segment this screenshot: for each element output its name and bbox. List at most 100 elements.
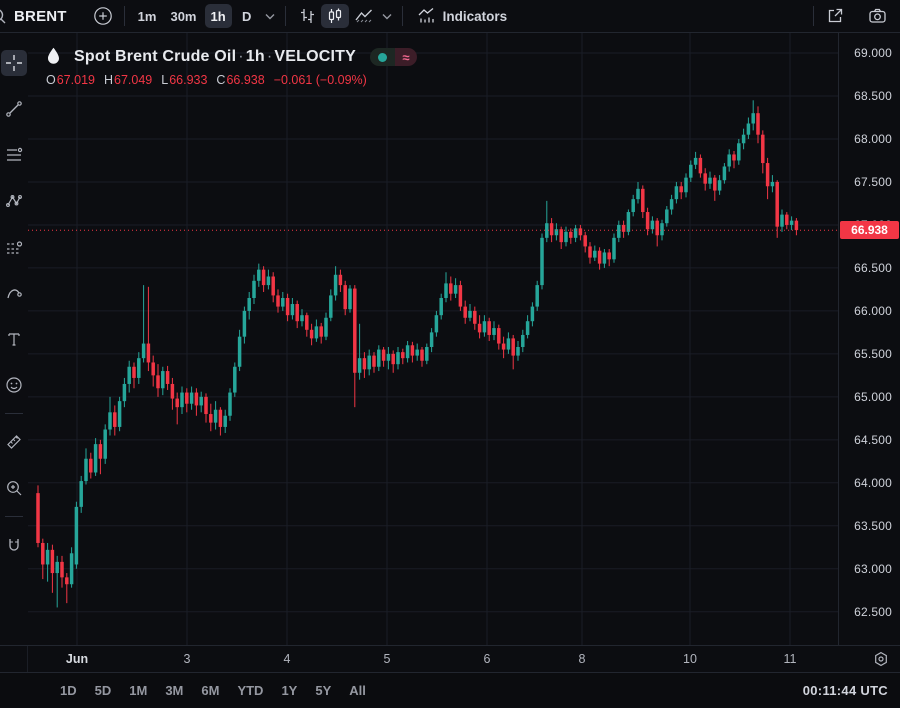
- interval-1h-button[interactable]: 1h: [205, 4, 232, 28]
- text-tool-button[interactable]: [1, 316, 27, 362]
- interval-group: 1m 30m 1h D: [132, 4, 278, 28]
- range-5y-button[interactable]: 5Y: [308, 680, 338, 701]
- candle: [622, 221, 626, 238]
- candle: [406, 341, 410, 362]
- indicators-icon: [416, 6, 436, 26]
- time-tick-label: 8: [560, 652, 604, 666]
- range-3m-button[interactable]: 3M: [158, 680, 190, 701]
- candle: [271, 272, 275, 302]
- range-6m-button[interactable]: 6M: [194, 680, 226, 701]
- toolbar-divider: [285, 6, 286, 26]
- candle: [540, 234, 544, 290]
- candle: [636, 182, 640, 203]
- candle: [665, 206, 669, 227]
- trend-line-tool-button[interactable]: [1, 86, 27, 132]
- candle: [94, 438, 98, 476]
- price-axis[interactable]: 66.938 69.00068.50068.00067.50067.00066.…: [838, 33, 900, 645]
- market-status-pill[interactable]: ≈: [370, 48, 417, 66]
- indicators-label: Indicators: [443, 9, 508, 24]
- trend-line-tool-icon: [5, 100, 23, 118]
- sidebar-divider: [5, 516, 23, 517]
- interval-d-button[interactable]: D: [234, 4, 260, 28]
- candle: [775, 180, 779, 238]
- candle: [487, 318, 491, 341]
- time-axis[interactable]: Jun345681011: [28, 646, 838, 672]
- price-tick-label: 62.500: [854, 605, 892, 619]
- emoji-tool-icon: [5, 376, 23, 394]
- candles-chart-type-button[interactable]: [321, 4, 349, 28]
- candle: [363, 352, 367, 378]
- price-tick-label: 66.500: [854, 261, 892, 275]
- search-icon[interactable]: [0, 7, 10, 25]
- emoji-tool-button[interactable]: [1, 362, 27, 408]
- time-tick-label: 4: [265, 652, 309, 666]
- candle: [113, 405, 117, 435]
- candle: [607, 249, 611, 266]
- candle: [435, 311, 439, 337]
- area-chart-type-icon: [353, 6, 375, 26]
- candle: [502, 337, 506, 358]
- candle: [151, 356, 155, 387]
- fib-retracement-tool-button[interactable]: [1, 132, 27, 178]
- bars-chart-type-icon: [297, 6, 317, 26]
- drawing-tools-sidebar: [0, 33, 28, 645]
- area-chart-type-button[interactable]: [349, 4, 379, 28]
- range-1m-button[interactable]: 1M: [122, 680, 154, 701]
- indicators-button[interactable]: Indicators: [410, 4, 514, 28]
- magnet-tool-button[interactable]: [1, 522, 27, 568]
- compare-add-icon: [93, 6, 113, 26]
- candle: [257, 264, 261, 287]
- price-tick-label: 65.500: [854, 347, 892, 361]
- candle: [123, 378, 127, 407]
- range-5d-button[interactable]: 5D: [88, 680, 119, 701]
- candle: [468, 304, 472, 321]
- candle: [199, 392, 203, 413]
- compare-add-button[interactable]: [89, 4, 117, 28]
- chart-type-dropdown-button[interactable]: [379, 13, 395, 20]
- range-all-button[interactable]: All: [342, 680, 373, 701]
- candle: [353, 285, 357, 407]
- candle: [483, 315, 487, 336]
- candle: [670, 195, 674, 215]
- candlestick-chart[interactable]: [28, 33, 838, 645]
- range-1y-button[interactable]: 1Y: [274, 680, 304, 701]
- candle: [516, 341, 520, 361]
- share-export-button[interactable]: [821, 4, 849, 28]
- bars-chart-type-button[interactable]: [293, 4, 321, 28]
- candle: [511, 335, 515, 369]
- candle: [291, 298, 295, 319]
- range-ytd-button[interactable]: YTD: [230, 680, 270, 701]
- top-toolbar: BRENT 1m 30m 1h D In: [0, 0, 900, 33]
- forecast-tool-button[interactable]: [1, 224, 27, 270]
- candle: [583, 232, 587, 253]
- camera-snapshot-button[interactable]: [863, 4, 892, 28]
- symbol-title[interactable]: Spot Brent Crude Oil·1h·VELOCITY: [74, 48, 356, 66]
- curve-tool-icon: [5, 284, 23, 302]
- candle: [127, 361, 131, 393]
- candle: [358, 324, 362, 380]
- crosshair-tool-button[interactable]: [1, 40, 27, 86]
- symbol-button[interactable]: BRENT: [14, 8, 67, 25]
- curve-tool-button[interactable]: [1, 270, 27, 316]
- zoom-in-tool-button[interactable]: [1, 465, 27, 511]
- clock[interactable]: 00:11:44 UTC: [803, 683, 888, 698]
- interval-30m-button[interactable]: 30m: [164, 4, 202, 28]
- interval-dropdown-button[interactable]: [262, 13, 278, 20]
- candle: [732, 151, 736, 168]
- toolbar-right-group: [806, 0, 892, 32]
- pattern-tool-button[interactable]: [1, 178, 27, 224]
- candle: [449, 277, 453, 301]
- candle: [310, 324, 314, 345]
- interval-1m-button[interactable]: 1m: [132, 4, 163, 28]
- axis-settings-corner[interactable]: [838, 646, 900, 672]
- candle: [195, 388, 199, 416]
- candle: [574, 225, 578, 242]
- candle: [300, 309, 304, 326]
- candle: [737, 139, 741, 165]
- chart-pane[interactable]: Spot Brent Crude Oil·1h·VELOCITY ≈ O67.0…: [28, 33, 838, 645]
- range-1d-button[interactable]: 1D: [53, 680, 84, 701]
- market-status-dot-icon: [378, 53, 387, 62]
- time-tick-label: 10: [668, 652, 712, 666]
- candle: [396, 347, 400, 369]
- ruler-tool-button[interactable]: [1, 419, 27, 465]
